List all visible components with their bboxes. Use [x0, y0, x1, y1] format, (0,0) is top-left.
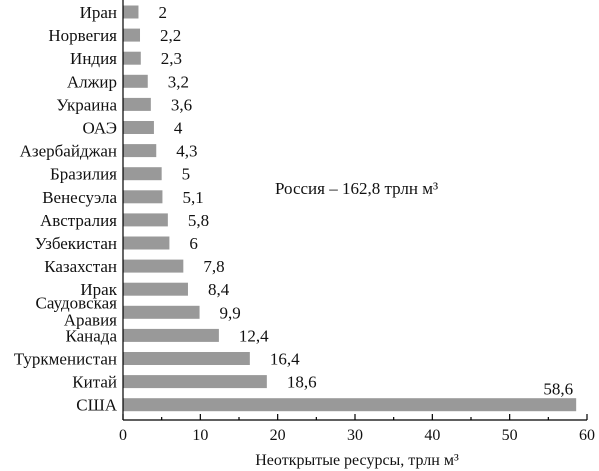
bar-1: [123, 5, 139, 19]
value-label-13: 8,4: [208, 280, 230, 299]
category-label-4: Алжир: [67, 72, 117, 91]
value-label-4: 3,2: [168, 72, 189, 91]
category-label-11: Узбекистан: [35, 234, 117, 253]
value-label-6: 4: [174, 119, 183, 138]
category-label-9: Венесуэла: [42, 188, 117, 207]
value-label-17: 18,6: [287, 373, 317, 392]
category-label-14: Саудовская Аравия: [36, 293, 118, 329]
bar-17: [123, 375, 267, 389]
value-label-7: 4,3: [176, 142, 197, 161]
x-tick-label-40: 40: [424, 427, 440, 444]
value-label-12: 7,8: [203, 257, 224, 276]
category-label-15: Канада: [66, 326, 118, 345]
x-axis-title: Неоткрытые ресурсы, трлн м³: [255, 452, 459, 469]
x-tick-label-50: 50: [502, 427, 518, 444]
category-label-16: Туркменистан: [14, 350, 117, 369]
category-label-10: Австралия: [40, 211, 117, 230]
bars-group: [123, 5, 577, 412]
value-label-10: 5,8: [188, 211, 209, 230]
bar-7: [123, 144, 157, 158]
bar-2: [123, 28, 141, 42]
bar-13: [123, 282, 188, 296]
category-label-6: ОАЭ: [82, 119, 117, 138]
value-label-5: 3,6: [171, 95, 192, 114]
bar-15: [123, 328, 219, 342]
bar-10: [123, 213, 168, 227]
value-label-1: 2: [158, 3, 167, 22]
category-label-5: Украина: [56, 95, 117, 114]
bar-14: [123, 305, 200, 319]
category-label-8: Бразилия: [50, 165, 117, 184]
category-label-3: Индия: [70, 49, 117, 68]
bar-8: [123, 167, 162, 181]
category-label-18: США: [76, 396, 117, 415]
category-label-7: Азербайджан: [20, 142, 117, 161]
value-label-18: 58,6: [543, 380, 573, 399]
bar-4: [123, 74, 148, 88]
category-label-1: Иран: [80, 3, 117, 22]
x-tick-label-60: 60: [579, 427, 595, 444]
value-label-14: 9,9: [220, 303, 241, 322]
value-label-11: 6: [189, 234, 198, 253]
bar-12: [123, 259, 184, 273]
bar-11: [123, 236, 170, 250]
russia-annotation: Россия – 162,8 трлн м³: [275, 179, 438, 198]
bar-5: [123, 97, 151, 111]
bar-3: [123, 51, 141, 65]
value-label-15: 12,4: [239, 326, 269, 345]
category-label-2: Норвегия: [48, 26, 117, 45]
category-label-13: Ирак: [80, 280, 117, 299]
value-label-2: 2,2: [160, 26, 181, 45]
x-tick-label-20: 20: [270, 427, 286, 444]
value-label-9: 5,1: [182, 188, 203, 207]
x-tick-label-0: 0: [119, 427, 127, 444]
bar-6: [123, 121, 154, 134]
bar-18: [123, 398, 577, 412]
x-tick-label-30: 30: [347, 427, 363, 444]
category-label-17: Китай: [72, 373, 117, 392]
value-label-8: 5: [182, 165, 191, 184]
category-label-12: Казахстан: [44, 257, 117, 276]
x-tick-label-10: 10: [192, 427, 208, 444]
bar-16: [123, 352, 250, 365]
value-label-3: 2,3: [161, 49, 182, 68]
value-label-16: 16,4: [270, 350, 300, 369]
bar-9: [123, 190, 163, 204]
value-labels: 2 2,2 2,3 3,2 3,6 4 4,3 5 5,1 5,8 6 7,8 8,4 9,9 12,416…: [158, 3, 573, 399]
category-labels: Иран Норвегия Индия Алжир Украина ОАЭ Азербайд…: [14, 3, 118, 415]
x-ticks-group: 0 10 20 30 40 50 60: [119, 414, 595, 444]
